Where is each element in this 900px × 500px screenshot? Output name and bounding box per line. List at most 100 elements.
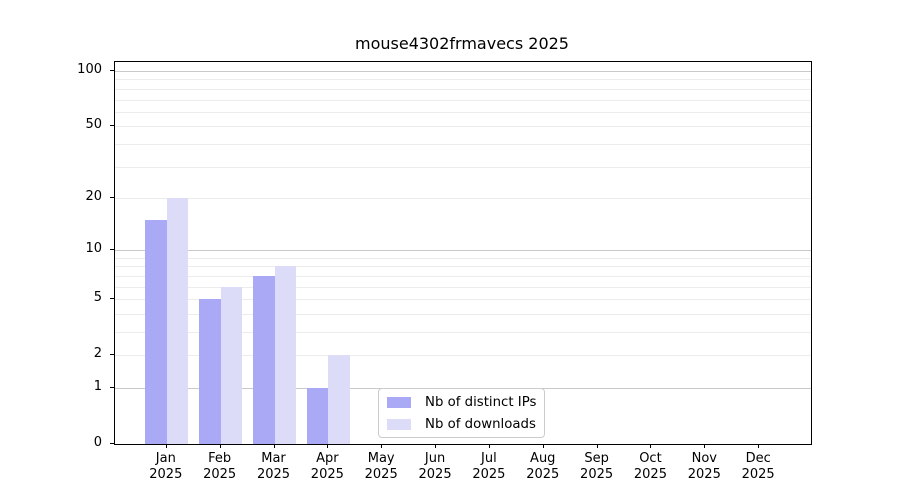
gridline-minor [115, 313, 811, 315]
x-tick-month: Sep [584, 451, 609, 466]
x-tick-month: Jul [481, 451, 497, 466]
x-tick-year: 2025 [687, 466, 721, 482]
y-tick-mark [110, 70, 114, 72]
bar-apr-downloads [328, 355, 350, 444]
gridline-minor [115, 166, 811, 168]
gridline-minor [115, 355, 811, 357]
gridline-minor [115, 266, 811, 268]
x-tick-month: Mar [261, 451, 286, 466]
x-tick-year: 2025 [633, 466, 667, 482]
x-tick-month: Jun [424, 451, 446, 466]
gridline-major [115, 71, 811, 73]
x-tick-label: Nov 2025 [674, 451, 734, 482]
y-tick-mark [110, 354, 114, 356]
y-tick-label: 2 [93, 346, 102, 362]
y-tick-label: 50 [85, 117, 102, 133]
bar-jan-distinct-ips [145, 219, 167, 444]
x-tick-year: 2025 [203, 466, 237, 482]
gridline-minor [115, 275, 811, 277]
legend-label-distinct-ips: Nb of distinct IPs [425, 394, 537, 410]
x-tick-month: Nov [691, 451, 717, 466]
x-tick-mark [165, 444, 167, 448]
x-tick-mark [381, 444, 383, 448]
y-tick-mark [110, 298, 114, 300]
y-tick-mark [110, 386, 114, 388]
legend-swatch-downloads [387, 418, 411, 430]
x-tick-label: Jun 2025 [405, 451, 465, 482]
gridline-minor [115, 257, 811, 259]
x-tick-year: 2025 [418, 466, 452, 482]
x-tick-label: Aug 2025 [513, 451, 573, 482]
gridline-minor [115, 331, 811, 333]
x-tick-month: Oct [639, 451, 662, 466]
bar-apr-distinct-ips [306, 387, 329, 444]
x-tick-year: 2025 [364, 466, 398, 482]
x-tick-mark [704, 444, 706, 448]
x-tick-label: Jan 2025 [136, 451, 196, 482]
x-tick-label: Oct 2025 [620, 451, 680, 482]
chart-title: mouse4302frmavecs 2025 [355, 34, 569, 53]
x-tick-mark [596, 444, 598, 448]
gridline-minor [115, 79, 811, 81]
legend-item-downloads: Nb of downloads [387, 417, 536, 432]
x-tick-year: 2025 [256, 466, 291, 482]
y-tick-mark [110, 125, 114, 127]
x-tick-year: 2025 [310, 466, 344, 482]
gridline-minor [115, 111, 811, 113]
gridline-minor [115, 88, 811, 90]
plot-area [114, 61, 812, 445]
x-tick-label: Mar 2025 [244, 451, 304, 482]
bar-feb-distinct-ips [199, 299, 221, 444]
x-tick-year: 2025 [472, 466, 506, 482]
y-tick-label: 10 [85, 241, 102, 257]
x-tick-mark [219, 444, 221, 448]
gridline-minor [115, 126, 811, 128]
x-tick-month: May [367, 451, 395, 466]
x-tick-mark [273, 444, 275, 448]
y-tick-label: 100 [77, 62, 102, 78]
y-tick-mark [110, 249, 114, 251]
bar-feb-downloads [220, 286, 243, 444]
x-tick-year: 2025 [149, 466, 183, 482]
legend-label-downloads: Nb of downloads [425, 416, 536, 432]
y-tick-label: 20 [85, 188, 102, 204]
x-tick-label: Feb 2025 [190, 451, 250, 482]
y-tick-label: 1 [93, 378, 102, 394]
bar-mar-distinct-ips [253, 275, 275, 444]
x-tick-mark [542, 444, 544, 448]
x-tick-month: Apr [316, 451, 339, 466]
x-tick-mark [327, 444, 329, 448]
legend: Nb of distinct IPs Nb of downloads [378, 388, 545, 438]
x-tick-mark [758, 444, 760, 448]
gridline-minor [115, 197, 811, 199]
x-tick-month: Jan [155, 451, 176, 466]
x-tick-label: May 2025 [351, 451, 411, 482]
gridline-minor [115, 143, 811, 145]
gridline-minor [115, 99, 811, 101]
x-tick-month: Feb [208, 451, 232, 466]
x-tick-year: 2025 [580, 466, 614, 482]
x-tick-mark [488, 444, 490, 448]
y-tick-label: 5 [93, 290, 102, 306]
gridline-minor [115, 286, 811, 288]
x-tick-month: Aug [530, 451, 556, 466]
y-tick-label: 0 [93, 435, 102, 450]
x-tick-mark [650, 444, 652, 448]
x-tick-month: Dec [745, 451, 771, 466]
legend-item-distinct-ips: Nb of distinct IPs [387, 395, 536, 410]
x-tick-mark [435, 444, 437, 448]
bar-jan-downloads [166, 197, 189, 444]
bar-mar-downloads [274, 266, 296, 444]
gridline-major [115, 250, 811, 252]
x-tick-label: Sep 2025 [567, 451, 627, 482]
x-tick-label: Apr 2025 [297, 451, 357, 482]
x-tick-label: Dec 2025 [728, 451, 788, 482]
legend-swatch-distinct-ips [387, 396, 411, 408]
x-tick-year: 2025 [526, 466, 560, 482]
y-tick-mark [110, 443, 114, 444]
y-tick-mark [110, 196, 114, 198]
x-tick-label: Jul 2025 [459, 451, 519, 482]
gridline-minor [115, 299, 811, 301]
x-tick-year: 2025 [741, 466, 775, 482]
